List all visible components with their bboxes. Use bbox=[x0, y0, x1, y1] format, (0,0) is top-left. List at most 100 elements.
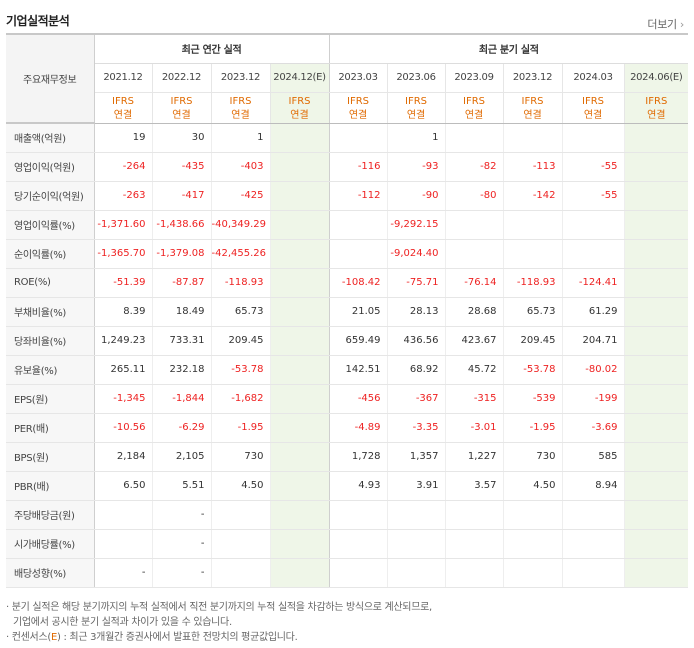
table-cell bbox=[623, 442, 689, 472]
row-label: 영업이익(억원) bbox=[6, 152, 95, 182]
table-cell bbox=[623, 383, 689, 414]
ifrs-bottom: 연결 bbox=[523, 109, 542, 121]
table-cell: -53.78 bbox=[502, 355, 563, 385]
table-cell bbox=[269, 239, 330, 269]
row-label: 순이익률(%) bbox=[6, 239, 95, 269]
table-cell: -75.71 bbox=[386, 268, 446, 298]
table-cell: -435 bbox=[151, 152, 211, 182]
row-label: 당기순이익(억원) bbox=[6, 181, 95, 211]
table-row: ROE(%) -51.39 -87.87 -118.93 -108.42 -75.71 -7… bbox=[6, 268, 689, 298]
table-cell: -1,345 bbox=[94, 383, 152, 414]
row-label: 당좌비율(%) bbox=[6, 326, 95, 356]
table-cell: -93 bbox=[386, 152, 446, 182]
table-cell: -142 bbox=[502, 181, 563, 211]
table-cell: -55 bbox=[561, 152, 625, 182]
table-cell: -264 bbox=[94, 152, 152, 182]
note-quarterly-cont: 기업에서 공시한 분기 실적과 차이가 있을 수 있습니다. bbox=[13, 617, 232, 628]
table-cell: 4.93 bbox=[328, 471, 388, 501]
table-cell: -112 bbox=[328, 181, 388, 211]
header-ifrs-row: IFRS 연결 IFRS 연결 IFRS 연결 IFRS 연결 IFRS 연결 IFRS 연결 IFRS… bbox=[6, 92, 689, 124]
table-cell: -1.95 bbox=[502, 413, 563, 443]
table-cell bbox=[502, 209, 563, 240]
table-cell: 1,728 bbox=[328, 442, 388, 472]
table-cell bbox=[269, 268, 330, 298]
table-cell bbox=[623, 529, 689, 559]
ifrs-bottom: 연결 bbox=[290, 109, 309, 121]
table-cell bbox=[269, 529, 330, 559]
table-cell bbox=[561, 209, 625, 240]
table-row: PER(배) -10.56 -6.29 -1.95 -4.89 -3.35 -3.01 -1.… bbox=[6, 413, 689, 443]
table-cell: 28.68 bbox=[444, 296, 504, 327]
ifrs-label: IFRS 연결 bbox=[386, 92, 446, 124]
table-row: BPS(원) 2,184 2,105 730 1,728 1,357 1,227 730 585 bbox=[6, 442, 689, 472]
table-row: 배당성향(%) - - bbox=[6, 558, 689, 588]
period-header: 2023.12 bbox=[210, 63, 270, 93]
table-cell: -118.93 bbox=[210, 268, 270, 298]
table-cell: -80 bbox=[444, 181, 504, 211]
table-cell: -9,292.15 bbox=[386, 209, 446, 240]
ifrs-top: IFRS bbox=[112, 95, 134, 107]
ifrs-label: IFRS 연결 bbox=[328, 92, 388, 124]
table-cell: 3.57 bbox=[444, 471, 504, 501]
period-header: 2021.12 bbox=[94, 63, 152, 93]
table-cell: -263 bbox=[94, 181, 152, 211]
table-cell: -51.39 bbox=[94, 268, 152, 298]
period-header: 2023.09 bbox=[444, 63, 504, 93]
table-cell: -76.14 bbox=[444, 268, 504, 298]
row-label: 매출액(억원) bbox=[6, 122, 95, 153]
table-cell bbox=[210, 529, 270, 559]
table-cell bbox=[623, 558, 689, 588]
table-cell bbox=[623, 326, 689, 356]
table-cell bbox=[623, 296, 689, 327]
table-cell: 68.92 bbox=[386, 355, 446, 385]
table-cell bbox=[269, 355, 330, 385]
more-link[interactable]: 더보기 bbox=[647, 16, 684, 32]
table-cell: -4.89 bbox=[328, 413, 388, 443]
table-cell: 204.71 bbox=[561, 326, 625, 356]
table-cell bbox=[623, 499, 689, 530]
row-label: PBR(배) bbox=[6, 471, 95, 501]
table-cell: 232.18 bbox=[151, 355, 211, 385]
table-row: 부채비율(%) 8.39 18.49 65.73 21.05 28.13 28.68 65.7… bbox=[6, 296, 689, 327]
ifrs-top: IFRS bbox=[347, 95, 370, 107]
table-cell: 1,227 bbox=[444, 442, 504, 472]
table-cell: 4.50 bbox=[210, 471, 270, 501]
table-cell bbox=[328, 558, 388, 588]
table-cell: 8.94 bbox=[561, 471, 625, 501]
table-cell: 209.45 bbox=[210, 326, 270, 356]
table-cell: -367 bbox=[386, 383, 446, 414]
table-cell: -1,844 bbox=[151, 383, 211, 414]
period-header: 2022.12 bbox=[151, 63, 211, 93]
table-cell: 8.39 bbox=[94, 296, 152, 327]
table-cell: -6.29 bbox=[151, 413, 211, 443]
table-cell bbox=[269, 383, 330, 414]
table-cell bbox=[269, 123, 330, 153]
table-cell bbox=[386, 529, 446, 559]
table-cell: -1,365.70 bbox=[94, 239, 152, 269]
ifrs-label: IFRS 연결 bbox=[502, 92, 563, 124]
table-cell: -53.78 bbox=[210, 355, 270, 385]
ifrs-label: IFRS 연결 bbox=[269, 92, 330, 124]
section-title: 기업실적분석 bbox=[6, 14, 70, 28]
table-cell bbox=[269, 209, 330, 240]
table-cell bbox=[502, 529, 563, 559]
table-row: 영업이익(억원) -264 -435 -403 -116 -93 -82 -113 -55 bbox=[6, 152, 689, 182]
table-cell: -1,379.08 bbox=[151, 239, 211, 269]
table-cell: 1 bbox=[386, 123, 446, 153]
table-cell bbox=[623, 152, 689, 182]
table-cell: 265.11 bbox=[94, 355, 152, 385]
table-cell: -1,682 bbox=[210, 383, 270, 414]
table-cell: - bbox=[151, 529, 211, 559]
period-header: 2024.12(E) bbox=[269, 63, 330, 93]
table-cell bbox=[444, 529, 504, 559]
table-cell bbox=[444, 499, 504, 530]
section-header: 기업실적분석 더보기 bbox=[6, 10, 688, 32]
table-cell: 3.91 bbox=[386, 471, 446, 501]
table-cell: -55 bbox=[561, 181, 625, 211]
table-cell: 1,249.23 bbox=[94, 326, 152, 356]
table-cell bbox=[623, 471, 689, 501]
note-consensus-e: E bbox=[50, 632, 57, 643]
table-cell: 18.49 bbox=[151, 296, 211, 327]
table-cell bbox=[623, 355, 689, 385]
table-cell bbox=[269, 181, 330, 211]
